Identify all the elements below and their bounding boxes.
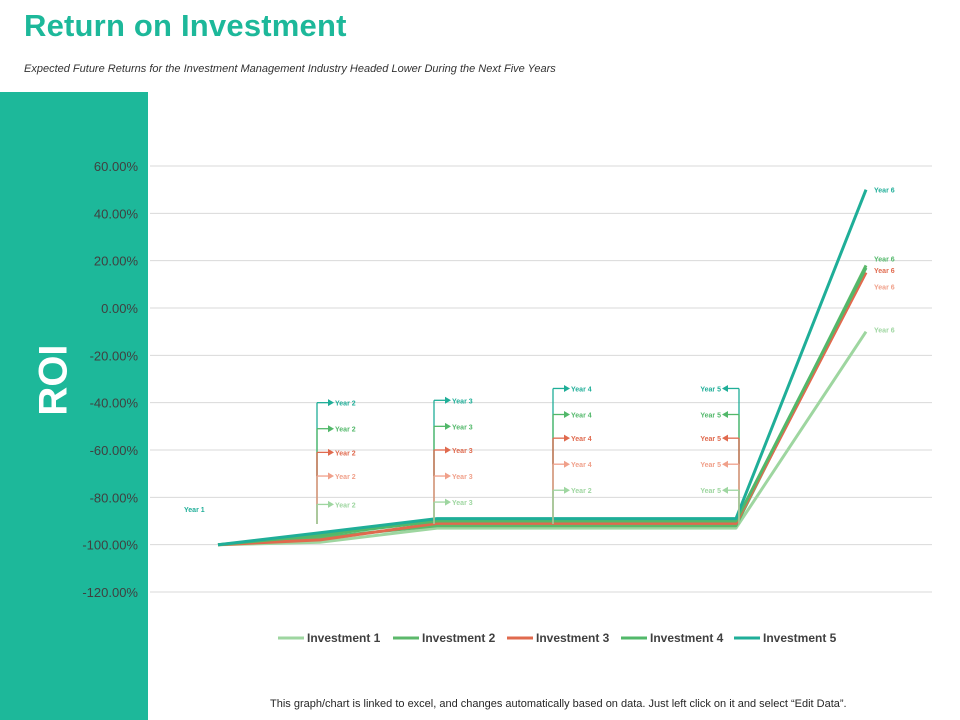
annotation-label: Year 6 bbox=[874, 327, 895, 334]
chart-legend: Investment 1 Investment 2 Investment 3 Inve… bbox=[278, 631, 837, 645]
y-tick-label: -40.00% bbox=[90, 396, 139, 411]
annotation-arrow-head bbox=[328, 448, 334, 456]
annotation-label: Year 1 bbox=[184, 507, 205, 514]
annotation-arrow-head bbox=[722, 434, 728, 442]
annotation-label: Year 3 bbox=[452, 448, 473, 455]
annotation-arrow-head bbox=[564, 434, 570, 442]
y-tick-label: -60.00% bbox=[90, 443, 139, 458]
annotation-label: Year 2 bbox=[335, 427, 356, 434]
y-tick-label: 0.00% bbox=[101, 301, 138, 316]
annotation-arrow-head bbox=[328, 472, 334, 480]
y-tick-label: -20.00% bbox=[90, 348, 139, 363]
annotation-label: Year 5 bbox=[700, 386, 721, 393]
annotation-label: Year 5 bbox=[700, 436, 721, 443]
footer-note: This graph/chart is linked to excel, and… bbox=[270, 698, 847, 710]
series-line-investment-1 bbox=[217, 330, 868, 547]
series-layer bbox=[217, 189, 868, 547]
page-title: Return on Investment bbox=[24, 8, 347, 43]
y-axis-labels: 60.00% 40.00% 20.00% 0.00% -20.00% -40.00% -60… bbox=[82, 159, 138, 600]
annotation-arrow-head bbox=[564, 486, 570, 494]
annotation-arrow-head bbox=[564, 411, 570, 418]
series-line-investment-4 bbox=[217, 267, 868, 547]
legend-label-investment-1: Investment 1 bbox=[307, 631, 381, 645]
annotation-arrow-head bbox=[722, 411, 728, 418]
series-line-investment-5 bbox=[217, 189, 868, 547]
annotation-label: Year 2 bbox=[571, 488, 592, 495]
annotation-arrow-head bbox=[445, 472, 451, 480]
annotation-label: Year 6 bbox=[874, 268, 895, 275]
annotation-arrow-head bbox=[722, 460, 728, 468]
annotation-label: Year 6 bbox=[874, 256, 895, 263]
y-tick-label: 20.00% bbox=[94, 254, 139, 269]
annotation-arrow-head bbox=[722, 384, 728, 392]
annotation-label: Year 4 bbox=[571, 413, 592, 420]
series-line-investment-2 bbox=[217, 264, 868, 547]
annotation-label: Year 2 bbox=[335, 450, 356, 457]
y-tick-label: -120.00% bbox=[82, 585, 138, 600]
annotation-arrow-head bbox=[445, 446, 451, 454]
annotation-arrow-head bbox=[564, 460, 570, 468]
annotation-arrow-head bbox=[328, 500, 334, 508]
legend-label-investment-2: Investment 2 bbox=[422, 631, 496, 645]
annotation-arrow-head bbox=[445, 422, 451, 430]
annotation-label: Year 2 bbox=[335, 474, 356, 481]
annotation-label: Year 3 bbox=[452, 398, 473, 405]
annotation-label: Year 5 bbox=[700, 413, 721, 420]
series-line-investment-3 bbox=[217, 271, 868, 547]
legend-label-investment-4: Investment 4 bbox=[650, 631, 724, 645]
annotation-label: Year 4 bbox=[571, 462, 592, 469]
annotation-label: Year 3 bbox=[452, 474, 473, 481]
annotation-label: Year 4 bbox=[571, 386, 592, 393]
annotation-arrow-head bbox=[722, 486, 728, 494]
legend-label-investment-5: Investment 5 bbox=[763, 631, 837, 645]
annotation-arrow-head bbox=[328, 399, 334, 407]
side-panel bbox=[0, 92, 148, 720]
y-tick-label: -80.00% bbox=[90, 490, 139, 505]
page-subtitle: Expected Future Returns for the Investme… bbox=[24, 63, 556, 75]
y-tick-label: 60.00% bbox=[94, 159, 139, 174]
annotation-arrow-head bbox=[445, 498, 451, 506]
annotation-label: Year 2 bbox=[335, 401, 356, 408]
annotation-label: Year 6 bbox=[874, 285, 895, 292]
y-tick-label: 40.00% bbox=[94, 206, 139, 221]
y-tick-label: -100.00% bbox=[82, 538, 138, 553]
annotation-label: Year 3 bbox=[452, 424, 473, 431]
annotation-label: Year 2 bbox=[335, 502, 356, 509]
annotation-label: Year 4 bbox=[571, 436, 592, 443]
annotation-arrow-head bbox=[328, 425, 334, 433]
annotation-layer: Year 1 Year 2 Year 2 Year 2 Year 2 Year 2 Year… bbox=[184, 188, 895, 524]
annotation-arrow-head bbox=[445, 396, 451, 404]
annotation-label: Year 3 bbox=[452, 500, 473, 507]
annotation-label: Year 6 bbox=[874, 188, 895, 195]
legend-label-investment-3: Investment 3 bbox=[536, 631, 610, 645]
annotation-label: Year 5 bbox=[700, 488, 721, 495]
annotation-arrow-head bbox=[564, 384, 570, 392]
annotation-label: Year 5 bbox=[700, 462, 721, 469]
